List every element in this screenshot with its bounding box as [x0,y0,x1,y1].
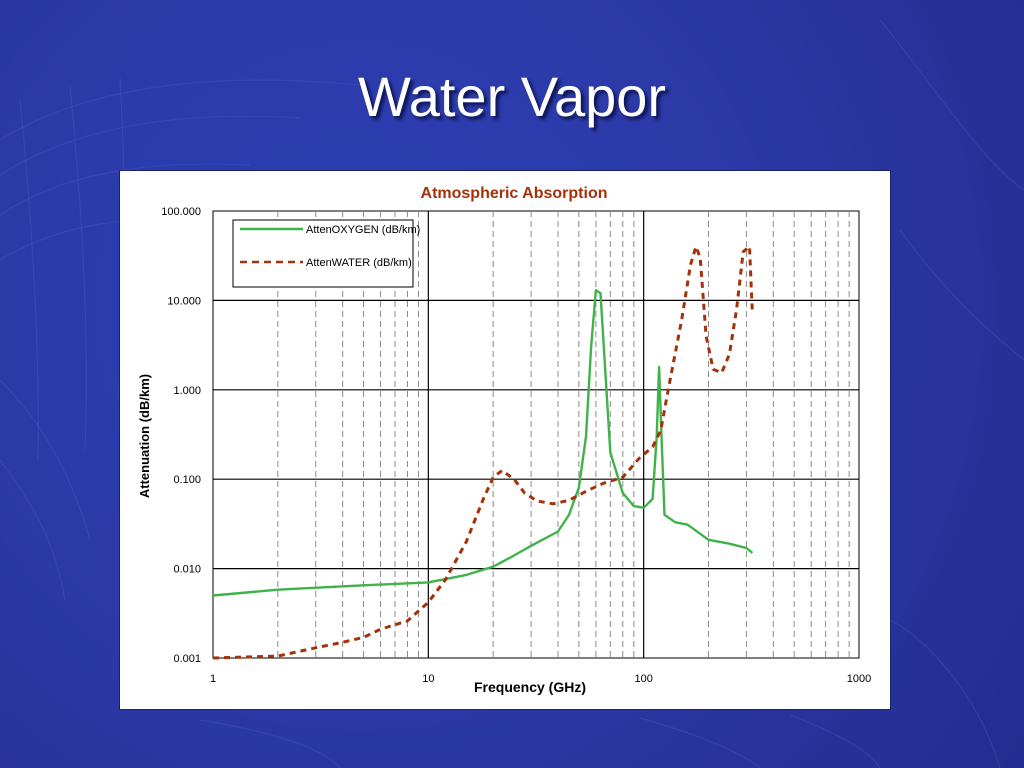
chart-panel: Atmospheric Absorption 1 10 100 1000 0.001 0.… [120,171,890,709]
y-tick-label: 100.000 [161,206,201,218]
y-tick-label: 0.010 [173,564,201,576]
x-tick-label: 10 [422,673,434,685]
legend-label-water: AttenWATER (dB/km) [306,257,412,269]
series-line-water [212,245,754,660]
x-tick-label: 1000 [847,673,871,685]
y-tick-label: 0.100 [173,474,201,486]
legend: AttenOXYGEN (dB/km) AttenWATER (dB/km) [232,219,420,288]
y-axis-label: Attenuation (dB/km) [137,374,152,498]
series-layer [212,245,754,660]
legend-box [232,219,414,288]
chart-title: Atmospheric Absorption [421,185,608,202]
atmospheric-absorption-chart: Atmospheric Absorption 1 10 100 1000 0.001 0.… [137,185,871,695]
axes: 1 10 100 1000 0.001 0.010 0.100 1.000 10.000 100.… [161,206,871,685]
y-tick-label: 10.000 [167,295,201,307]
slide-title: Water Vapor [357,65,667,128]
x-tick-label: 100 [634,673,652,685]
y-tick-label: 0.001 [173,653,201,665]
series-line-oxygen [212,289,754,597]
x-tick-label: 1 [210,673,216,685]
legend-label-oxygen: AttenOXYGEN (dB/km) [306,224,420,236]
x-axis-label: Frequency (GHz) [474,679,586,695]
y-tick-label: 1.000 [173,385,201,397]
